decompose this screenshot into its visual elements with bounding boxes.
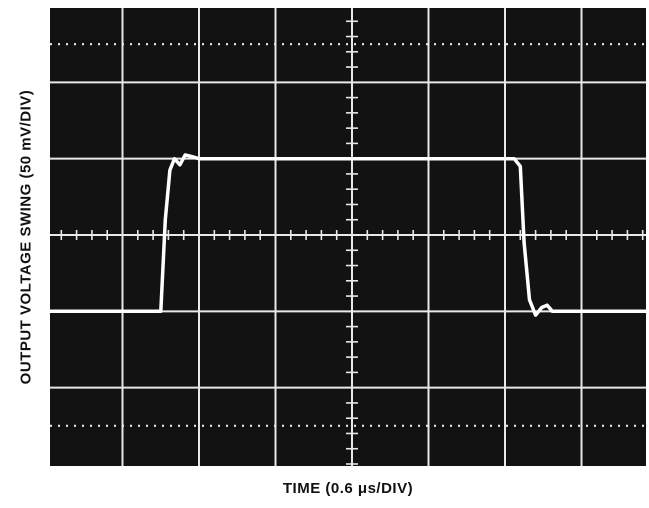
y-axis-label: OUTPUT VOLTAGE SWING (50 mV/DIV)	[17, 89, 35, 385]
signal-trace	[50, 153, 646, 317]
chart-plot	[50, 8, 646, 466]
oscilloscope-screen	[50, 8, 646, 466]
x-axis-label: TIME (0.6 μs/DIV)	[282, 480, 414, 497]
